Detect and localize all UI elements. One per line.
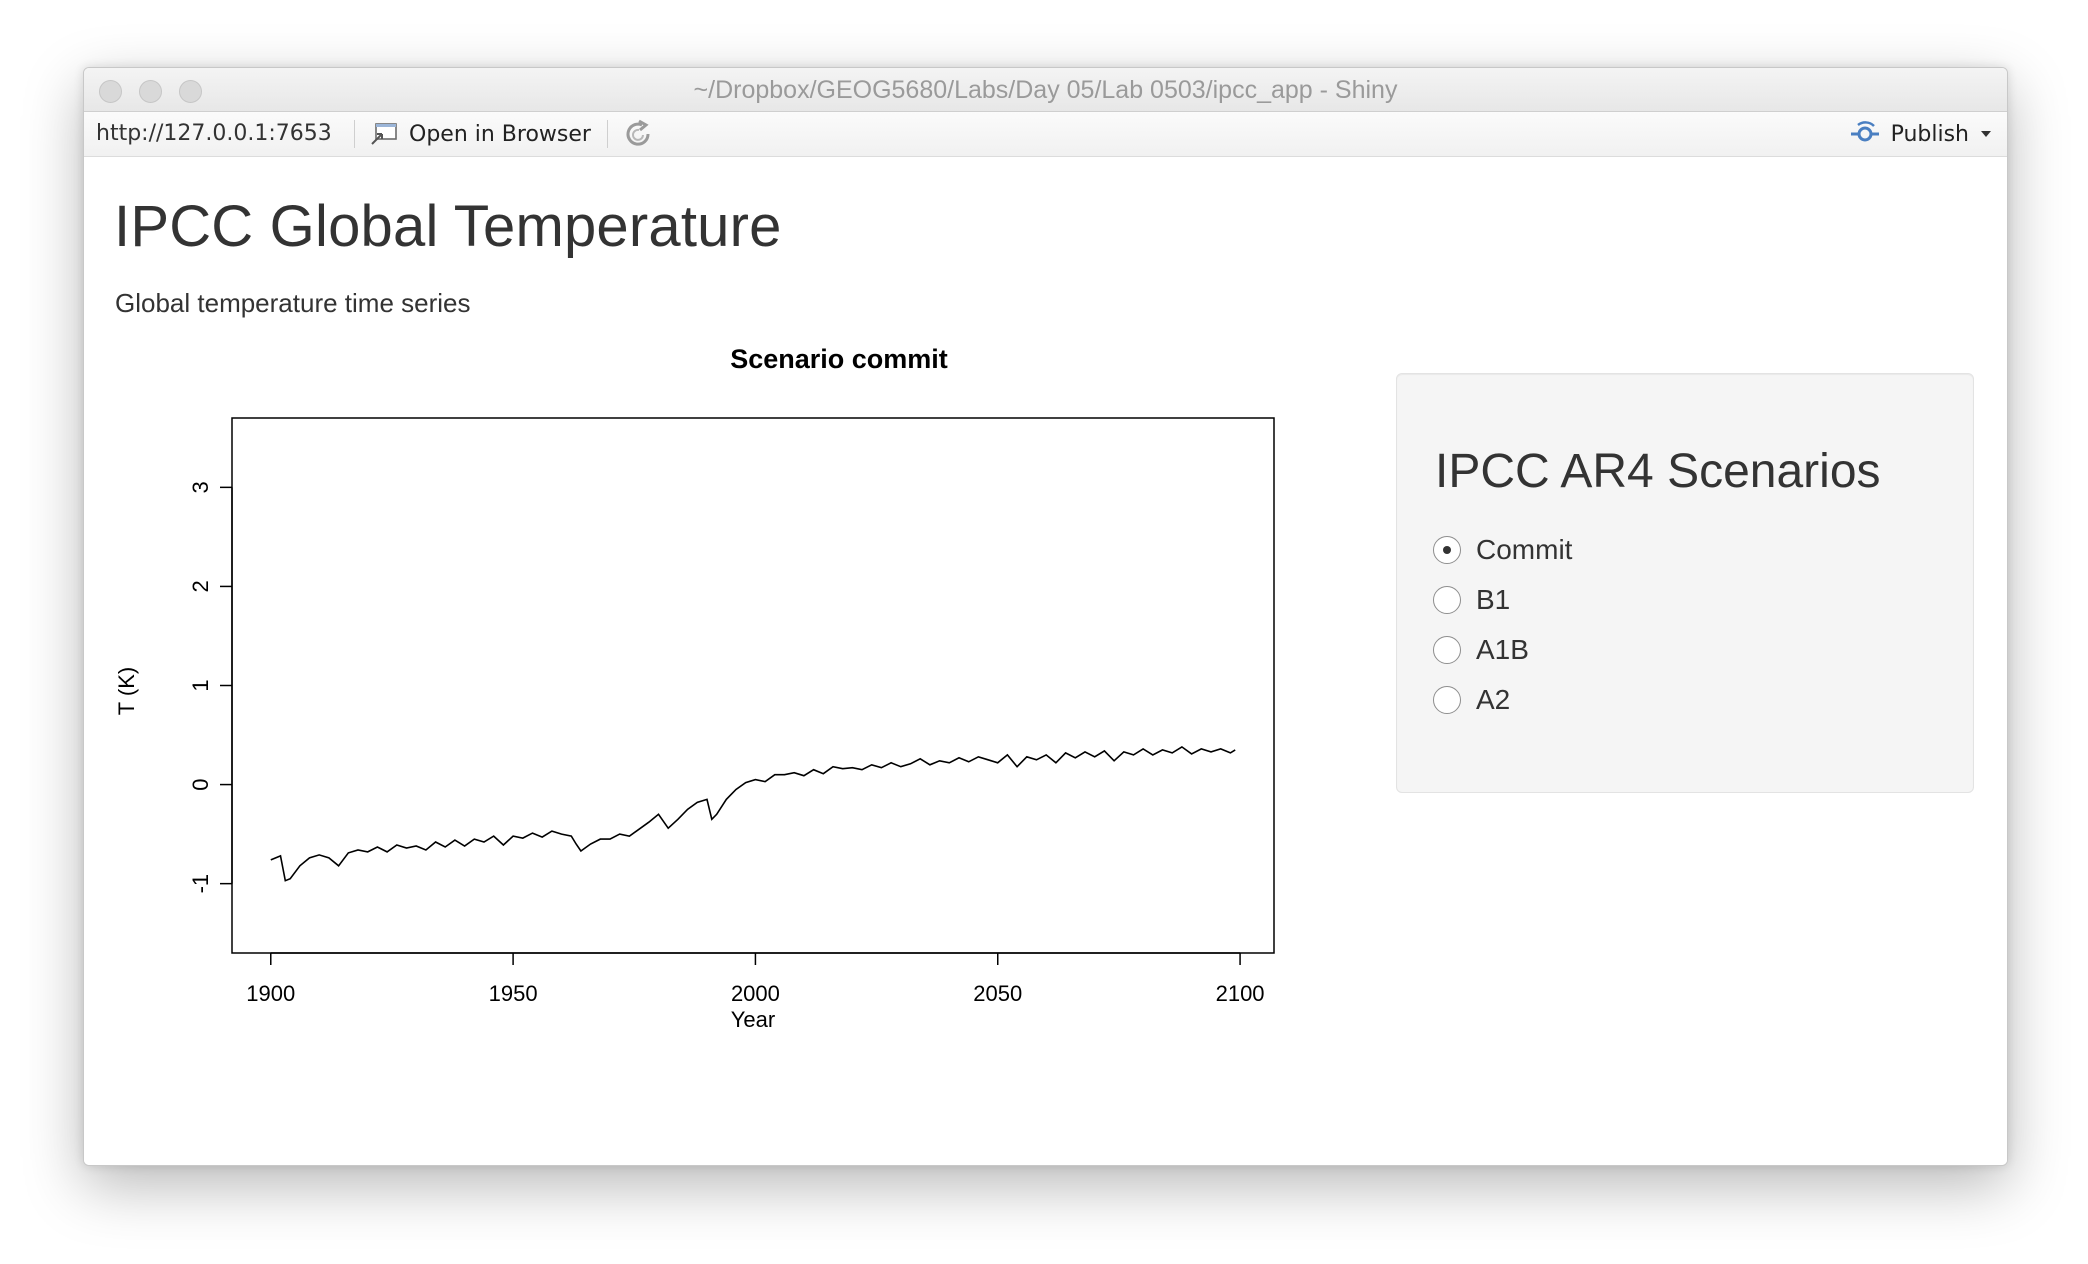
y-axis: -1 0 1 2 3 <box>188 481 233 894</box>
publish-icon <box>1850 121 1879 142</box>
minimize-window-button[interactable] <box>139 80 162 103</box>
chevron-down-icon[interactable] <box>1979 129 1993 139</box>
x-tick-label: 2000 <box>731 981 780 1006</box>
open-in-browser-icon <box>371 123 397 145</box>
y-tick-label: 2 <box>188 580 213 592</box>
open-in-browser-label: Open in Browser <box>409 121 591 147</box>
refresh-icon[interactable] <box>622 118 654 150</box>
app-window: ~/Dropbox/GEOG5680/Labs/Day 05/Lab 0503/… <box>83 67 2008 1166</box>
radio-label: B1 <box>1476 584 1511 615</box>
x-tick-label: 2050 <box>973 981 1022 1006</box>
radio-option-a2[interactable]: A2 <box>1433 680 1510 720</box>
series-line-commit <box>270 745 1236 882</box>
plot-frame <box>231 417 1275 954</box>
publish-button[interactable]: Publish <box>1849 118 1993 150</box>
radio-option-commit[interactable]: Commit <box>1433 530 1572 570</box>
panel-title: IPCC AR4 Scenarios <box>1435 445 1881 498</box>
radio-label: A1B <box>1476 634 1529 665</box>
y-axis-label: T (K) <box>114 667 139 715</box>
y-tick-label: -1 <box>188 874 213 894</box>
viewer-toolbar: http://127.0.0.1:7653 Open in Browser Pu… <box>84 112 2007 157</box>
window-title: ~/Dropbox/GEOG5680/Labs/Day 05/Lab 0503/… <box>693 76 1398 104</box>
toolbar-divider <box>607 120 608 148</box>
x-tick-label: 2100 <box>1216 981 1265 1006</box>
close-window-button[interactable] <box>99 80 122 103</box>
radio-button[interactable] <box>1433 536 1461 564</box>
toolbar-divider <box>354 120 355 148</box>
url-label: http://127.0.0.1:7653 <box>96 121 332 146</box>
y-tick-label: 0 <box>188 778 213 790</box>
x-tick-label: 1900 <box>246 981 295 1006</box>
radio-option-b1[interactable]: B1 <box>1433 580 1510 620</box>
temperature-plot: Scenario commit 1900 1950 2000 2050 2100 -1 0… <box>114 344 1275 1032</box>
zoom-window-button[interactable] <box>179 80 202 103</box>
radio-label: A2 <box>1476 684 1511 715</box>
y-tick-label: 3 <box>188 481 213 493</box>
chart-title: Scenario commit <box>730 344 948 374</box>
radio-button[interactable] <box>1433 636 1461 664</box>
scenario-panel: IPCC AR4 Scenarios Commit B1 A1B A2 <box>1396 373 1974 793</box>
y-tick-label: 1 <box>188 679 213 691</box>
x-axis-label: Year <box>731 1007 775 1032</box>
radio-option-a1b[interactable]: A1B <box>1433 630 1529 670</box>
x-axis: 1900 1950 2000 2050 2100 <box>246 952 1265 1006</box>
radio-label: Commit <box>1476 534 1573 565</box>
open-in-browser-button[interactable]: Open in Browser <box>369 118 591 150</box>
x-tick-label: 1950 <box>489 981 538 1006</box>
title-bar: ~/Dropbox/GEOG5680/Labs/Day 05/Lab 0503/… <box>84 68 2007 112</box>
page-subtitle: Global temperature time series <box>115 288 471 318</box>
publish-label: Publish <box>1890 121 1969 147</box>
page-title: IPCC Global Temperature <box>114 194 782 259</box>
radio-button[interactable] <box>1433 586 1461 614</box>
app-content: IPCC Global Temperature Global temperatu… <box>84 157 2007 1165</box>
radio-button[interactable] <box>1433 686 1461 714</box>
